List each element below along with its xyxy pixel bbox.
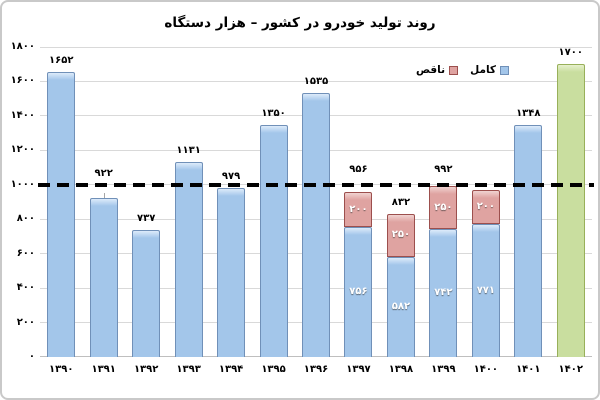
bar-segment-incomplete <box>386 213 415 257</box>
plot-area: ۰ ۲۰۰ ۴۰۰ ۶۰۰ ۸۰۰ ۱۰۰۰ ۱۲۰۰ ۱۴۰۰ ۱۶۰۰ ۱۸۰۰ ۱۶۵۲ ۱۳۹… <box>11 41 594 375</box>
bar-segment-complete <box>302 92 330 357</box>
gridline <box>40 46 592 48</box>
y-axis-tick-label: ۱۴۰۰ <box>10 109 35 121</box>
bar-value-label-incomplete: ۲۵۰ <box>391 229 411 241</box>
bar-segment-complete <box>429 229 458 357</box>
bar-total-label: ۹۵۶ <box>349 164 368 176</box>
bar-total-label: ۱۶۵۲ <box>49 55 74 67</box>
y-axis-tick-label: ۱۲۰۰ <box>10 144 35 156</box>
bar-segment-complete <box>89 198 118 357</box>
bar-segment-complete <box>132 230 161 357</box>
chart-title: روند تولید خودرو در کشور – هزار دستگاه <box>164 15 436 31</box>
legend-swatch-incomplete-icon <box>449 65 459 75</box>
bar-segment-complete <box>174 162 203 357</box>
bar-value-label-incomplete: ۲۰۰ <box>349 203 368 215</box>
bar-value-label-complete: ۵۸۲ <box>391 300 411 312</box>
x-axis-tick-label: ۱۳۹۳ <box>176 364 201 375</box>
y-axis-tick-label: ۱۶۰۰ <box>10 75 35 87</box>
bar-total-label: ۱۱۳۱ <box>176 145 201 157</box>
bar-value-label-incomplete: ۲۰۰ <box>476 200 495 212</box>
bar-segment-complete <box>471 224 500 357</box>
bar-segment-complete <box>514 124 543 357</box>
bar-total-label: ۸۳۲ <box>391 196 411 208</box>
bar-total-label: ۹۹۲ <box>434 164 453 176</box>
bar-total-label: ۹۲۲ <box>94 168 113 180</box>
bar-segment-complete <box>217 188 246 357</box>
gridline <box>40 80 592 82</box>
bar-segment-complete <box>47 72 76 357</box>
bar-value-label-complete: ۷۴۲ <box>434 287 453 299</box>
y-axis-tick-label: ۱۸۰۰ <box>10 41 35 52</box>
x-axis-tick-label: ۱۴۰۰ <box>473 364 499 375</box>
bar-segment-complete <box>386 256 415 357</box>
x-axis-tick-label: ۱۳۹۸ <box>388 364 414 375</box>
x-axis-tick-label: ۱۴۰۲ <box>558 364 583 375</box>
x-axis-tick-label: ۱۴۰۱ <box>516 364 541 375</box>
legend-label-incomplete: ناقص <box>415 64 446 76</box>
x-axis-tick-label: ۱۳۹۷ <box>346 364 371 375</box>
bar-value-label-incomplete: ۲۵۰ <box>434 201 453 213</box>
y-axis-tick-label: ۶۰۰ <box>16 247 35 259</box>
bar-segment-complete <box>259 124 288 357</box>
x-axis-tick-label: ۱۳۹۹ <box>431 364 456 375</box>
bar-total-label: ۷۳۷ <box>136 213 156 225</box>
legend-item-incomplete: ناقص <box>415 62 459 78</box>
bar-value-label-complete: ۷۷۱ <box>476 284 495 296</box>
x-axis-tick-label: ۱۳۹۴ <box>218 364 244 375</box>
bar-total-label: ۱۳۵۰ <box>261 107 286 119</box>
y-axis-tick-label: ۰ <box>28 351 35 362</box>
chart-legend: کامل ناقص <box>395 62 509 78</box>
reference-line-1000 <box>38 182 594 187</box>
y-axis-tick-label: ۸۰۰ <box>16 213 35 225</box>
bar-total-label: ۱۵۳۵ <box>303 75 329 87</box>
bar-total-label: ۹۷۹ <box>221 171 241 183</box>
bar-segment-incomplete <box>429 186 458 230</box>
bar-segment-complete <box>344 226 373 357</box>
bar-total-label: ۱۳۴۸ <box>516 107 541 119</box>
bar-segment-complete <box>556 64 585 357</box>
x-axis-tick-label: ۱۳۹۶ <box>303 364 329 375</box>
legend-swatch-complete-icon <box>500 65 509 75</box>
x-axis-tick-label: ۱۳۹۰ <box>49 364 74 375</box>
bar-segment-incomplete <box>344 192 373 227</box>
bar-value-label-complete: ۷۵۶ <box>349 285 368 297</box>
x-axis-tick-label: ۱۳۹۲ <box>133 364 159 375</box>
x-axis-tick-label: ۱۳۹۵ <box>261 364 286 375</box>
y-axis-tick-label: ۲۰۰ <box>16 316 35 328</box>
legend-item-complete: کامل <box>470 62 509 78</box>
bar-segment-incomplete <box>471 189 500 225</box>
x-axis-tick-label: ۱۳۹۱ <box>91 364 116 375</box>
y-axis-tick-label: ۴۰۰ <box>16 282 35 294</box>
legend-label-complete: کامل <box>470 64 496 76</box>
y-axis-tick-label: ۱۰۰۰ <box>10 178 35 190</box>
bar-total-label: ۱۷۰۰ <box>558 47 583 59</box>
